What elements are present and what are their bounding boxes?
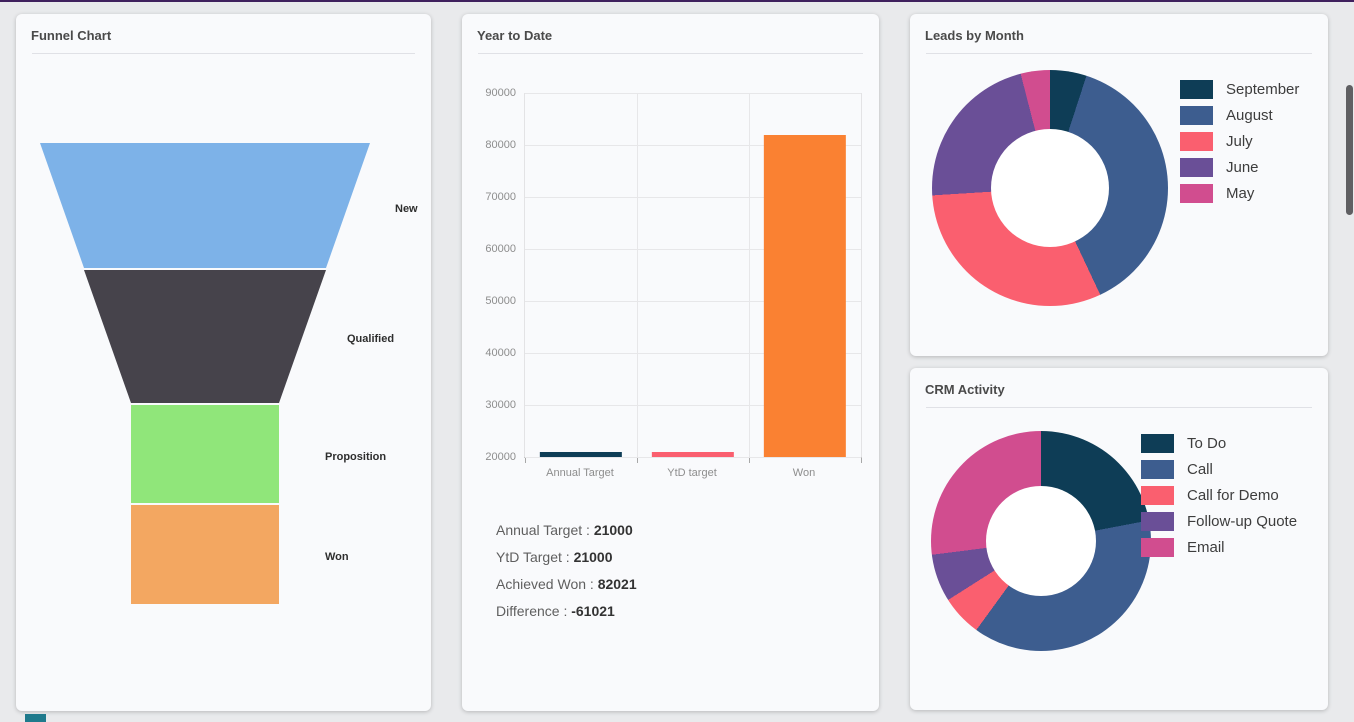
funnel-chart-card: Funnel Chart New Qualified Proposition W… [16,14,431,711]
leads-by-month-title: Leads by Month [925,28,1024,43]
funnel-label-won: Won [325,551,349,563]
legend-label: Call [1187,460,1213,478]
leads-by-month-card: Leads by Month September August July June Ma… [910,14,1328,356]
legend-swatch [1141,433,1174,453]
partially-visible-chart-fragment [25,714,46,722]
legend-swatch [1180,183,1213,203]
year-to-date-card: Year to Date 20000 30000 40000 50000 60000 70… [462,14,879,711]
legend-item-may[interactable]: May [1180,180,1299,206]
leads-by-month-donut[interactable] [932,70,1168,306]
h-gridline [525,249,861,250]
y-tick-label: 50000 [485,295,516,307]
card-divider [32,53,415,54]
h-gridline [525,457,861,458]
y-tick-label: 80000 [485,139,516,151]
scrollbar-thumb[interactable] [1346,85,1353,215]
x-tick-label: YtD target [667,467,717,479]
year-to-date-title: Year to Date [477,28,553,43]
funnel-stage-won[interactable] [131,505,279,604]
y-tick-label: 40000 [485,347,516,359]
x-tickmark [637,458,638,463]
bar-ytd-target[interactable] [651,451,735,457]
leads-by-month-legend: September August July June May [1180,76,1299,206]
y-tick-label: 30000 [485,399,516,411]
h-gridline [525,197,861,198]
legend-label: Call for Demo [1187,486,1279,504]
card-divider [926,53,1312,54]
legend-item-email[interactable]: Email [1141,534,1297,560]
legend-item-call[interactable]: Call [1141,456,1297,482]
ytd-x-axis: Annual Target YtD target Won [524,463,860,483]
legend-label: Follow-up Quote [1187,512,1298,530]
legend-label: August [1226,106,1273,124]
legend-label: September [1226,80,1300,98]
crm-activity-legend: To Do Call Call for Demo Follow-up Quote Ema… [1141,430,1297,560]
card-divider [478,53,863,54]
legend-label: June [1226,158,1259,176]
legend-swatch [1180,105,1213,125]
legend-swatch [1141,485,1174,505]
h-gridline [525,145,861,146]
crm-activity-card: CRM Activity To Do Call Call for Demo Follo… [910,368,1328,710]
crm-activity-donut[interactable] [931,431,1151,651]
legend-swatch [1180,79,1213,99]
x-tick-label: Annual Target [546,467,614,479]
crm-activity-title: CRM Activity [925,382,1005,397]
funnel-stage-new[interactable] [40,143,370,268]
v-gridline [637,93,638,457]
funnel-stage-proposition[interactable] [131,405,279,503]
legend-swatch [1141,459,1174,479]
legend-swatch [1141,511,1174,531]
legend-swatch [1141,537,1174,557]
legend-item-august[interactable]: August [1180,102,1299,128]
legend-label: July [1226,132,1253,150]
funnel-label-new: New [395,203,418,215]
x-tickmark [525,458,526,463]
ytd-summary: Annual Target : 21000 YtD Target : 21000 A… [496,517,637,625]
legend-label: Email [1187,538,1225,556]
top-accent-bar [0,0,1354,2]
legend-item-call-for-demo[interactable]: Call for Demo [1141,482,1297,508]
legend-label: To Do [1187,434,1227,452]
h-gridline [525,93,861,94]
funnel-label-qualified: Qualified [347,333,395,345]
card-divider [926,407,1312,408]
funnel-chart-title: Funnel Chart [31,28,112,43]
legend-label: May [1226,184,1255,202]
legend-item-follow-up-quote[interactable]: Follow-up Quote [1141,508,1297,534]
y-tick-label: 70000 [485,191,516,203]
donut-hole [991,129,1109,247]
legend-swatch [1180,157,1213,177]
v-gridline [749,93,750,457]
h-gridline [525,353,861,354]
legend-item-to-do[interactable]: To Do [1141,430,1297,456]
donut-hole [986,486,1096,596]
h-gridline [525,301,861,302]
legend-item-september[interactable]: September [1180,76,1299,102]
bar-won[interactable] [763,134,847,457]
summary-line: Annual Target : 21000 [496,522,633,538]
summary-line: YtD Target : 21000 [496,549,613,565]
ytd-bar-plot [524,93,862,463]
x-tickmark [749,458,750,463]
legend-item-july[interactable]: July [1180,128,1299,154]
x-tickmark [861,458,862,463]
h-gridline [525,405,861,406]
bar-annual-target[interactable] [539,451,623,457]
legend-item-june[interactable]: June [1180,154,1299,180]
y-tick-label: 20000 [485,451,516,463]
funnel-stage-qualified[interactable] [84,270,326,403]
summary-line: Difference : -61021 [496,603,615,619]
funnel-label-proposition: Proposition [325,451,387,463]
ytd-y-axis: 20000 30000 40000 50000 60000 70000 80000 90000 [462,87,516,463]
y-tick-label: 90000 [485,87,516,99]
y-tick-label: 60000 [485,243,516,255]
funnel-chart[interactable] [16,14,431,614]
legend-swatch [1180,131,1213,151]
summary-line: Achieved Won : 82021 [496,576,637,592]
x-tick-label: Won [792,467,816,479]
